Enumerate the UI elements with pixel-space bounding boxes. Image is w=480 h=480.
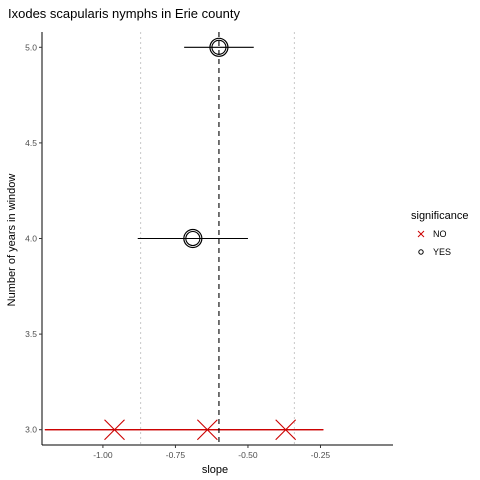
data-point-yes <box>209 37 229 57</box>
x-marker-stroke <box>104 419 125 441</box>
plot-area: -1.00 -0.75 -0.50 -0.25 3.0 3.5 4.0 4.5 5.0 <box>25 32 393 460</box>
y-tick-label: 5.0 <box>25 42 37 52</box>
circle-marker-inner <box>211 39 227 55</box>
data-point-yes <box>183 228 203 249</box>
circle-marker <box>209 37 229 57</box>
chart-title: Ixodes scapularis nymphs in Erie county <box>8 6 240 21</box>
legend-entry-label: NO <box>433 229 447 239</box>
x-tick-label: -0.25 <box>311 450 331 460</box>
y-tick-label: 4.0 <box>25 234 37 244</box>
legend-circle-icon <box>418 249 424 255</box>
data-point-no <box>275 419 297 441</box>
legend: significance NO YES <box>411 210 468 257</box>
legend-x-stroke <box>417 230 425 238</box>
y-axis-label: Number of years in window <box>6 174 18 307</box>
data-point-no <box>196 419 218 441</box>
data-point-no <box>104 419 125 441</box>
x-tick-label: -0.50 <box>238 450 258 460</box>
legend-x-icon <box>417 230 425 238</box>
x-tick-label: -0.75 <box>166 450 186 460</box>
x-marker-stroke <box>196 419 218 441</box>
y-tick-label: 3.5 <box>25 329 37 339</box>
x-tick-label: -1.00 <box>93 450 113 460</box>
x-axis-label: slope <box>202 464 228 476</box>
x-marker-stroke <box>275 419 297 441</box>
y-tick-label: 4.5 <box>25 138 37 148</box>
circle-marker-inner <box>185 230 201 247</box>
circle-marker <box>183 228 203 249</box>
legend-entry-label: YES <box>433 247 451 257</box>
legend-title: significance <box>411 210 468 222</box>
y-tick-label: 3.0 <box>25 425 37 435</box>
